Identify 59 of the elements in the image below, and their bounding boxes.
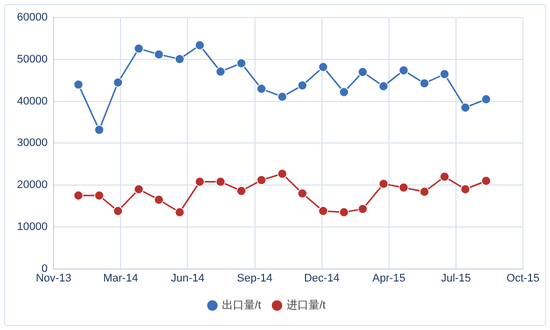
point xyxy=(134,44,144,54)
point xyxy=(440,172,450,182)
point xyxy=(134,184,144,194)
point xyxy=(358,204,368,214)
x-tick-label: Dec-14 xyxy=(304,272,340,284)
point xyxy=(277,168,288,179)
point xyxy=(94,124,104,135)
point xyxy=(216,176,226,187)
point xyxy=(398,65,409,76)
point xyxy=(297,80,308,90)
point xyxy=(460,184,470,194)
y-tick-label: 0 xyxy=(41,262,48,275)
legend-label: 出口量/t xyxy=(222,298,262,312)
point xyxy=(481,176,492,186)
point xyxy=(74,80,84,90)
y-tick-label: 30000 xyxy=(16,137,48,150)
point xyxy=(194,176,205,187)
point xyxy=(256,84,266,94)
point xyxy=(174,207,185,218)
point xyxy=(481,94,492,104)
point xyxy=(236,186,246,196)
x-tick-label: Mar-14 xyxy=(103,272,138,284)
point xyxy=(216,66,226,77)
x-tick-label: Jun-14 xyxy=(170,272,205,284)
point xyxy=(420,186,430,197)
point xyxy=(113,78,123,88)
y-tick-label: 10000 xyxy=(16,220,48,233)
x-tick-label: Jul-15 xyxy=(440,272,471,284)
point xyxy=(94,190,104,200)
point xyxy=(113,206,123,216)
y-tick-label: 20000 xyxy=(16,179,48,192)
point xyxy=(174,54,185,64)
y-tick-label: 50000 xyxy=(16,54,48,66)
point xyxy=(358,67,368,77)
point xyxy=(339,207,349,218)
point xyxy=(194,40,205,50)
point xyxy=(460,102,470,113)
point xyxy=(297,188,308,198)
x-tick-label: Nov-13 xyxy=(36,272,72,284)
y-tick-label: 40000 xyxy=(16,95,48,108)
point xyxy=(378,178,388,189)
point xyxy=(236,58,246,68)
point xyxy=(339,87,349,98)
point xyxy=(420,78,430,88)
y-tick-label: 60000 xyxy=(16,12,48,24)
point xyxy=(440,69,450,80)
point xyxy=(154,194,164,205)
point xyxy=(277,92,288,102)
point xyxy=(318,62,328,72)
x-tick-label: Oct-15 xyxy=(506,272,540,284)
x-tick-label: Sep-14 xyxy=(237,272,273,284)
x-tick-label: Apr-15 xyxy=(372,272,406,284)
legend-label: 进口量/t xyxy=(286,298,326,312)
point xyxy=(256,175,266,185)
point xyxy=(74,190,84,200)
point xyxy=(398,182,409,192)
point xyxy=(154,50,164,60)
point xyxy=(378,81,388,92)
point xyxy=(318,206,328,216)
